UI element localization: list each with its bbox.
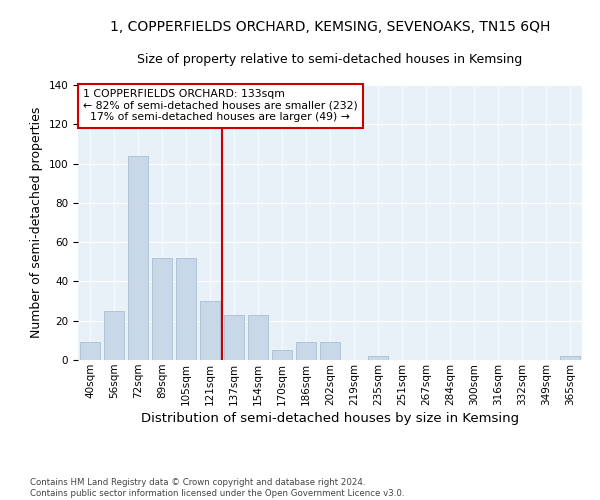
Bar <box>200 301 220 360</box>
Bar <box>272 350 292 360</box>
Y-axis label: Number of semi-detached properties: Number of semi-detached properties <box>30 107 43 338</box>
Bar <box>560 356 580 360</box>
Bar <box>128 156 148 360</box>
Bar <box>320 342 340 360</box>
Text: Size of property relative to semi-detached houses in Kemsing: Size of property relative to semi-detach… <box>137 52 523 66</box>
Text: 1, COPPERFIELDS ORCHARD, KEMSING, SEVENOAKS, TN15 6QH: 1, COPPERFIELDS ORCHARD, KEMSING, SEVENO… <box>110 20 550 34</box>
Bar <box>224 315 244 360</box>
Bar <box>176 258 196 360</box>
Bar <box>152 258 172 360</box>
Bar <box>104 311 124 360</box>
X-axis label: Distribution of semi-detached houses by size in Kemsing: Distribution of semi-detached houses by … <box>141 412 519 425</box>
Bar <box>248 315 268 360</box>
Bar <box>368 356 388 360</box>
Text: 1 COPPERFIELDS ORCHARD: 133sqm
← 82% of semi-detached houses are smaller (232)
 : 1 COPPERFIELDS ORCHARD: 133sqm ← 82% of … <box>83 89 358 122</box>
Bar <box>296 342 316 360</box>
Bar <box>80 342 100 360</box>
Text: Contains HM Land Registry data © Crown copyright and database right 2024.
Contai: Contains HM Land Registry data © Crown c… <box>30 478 404 498</box>
